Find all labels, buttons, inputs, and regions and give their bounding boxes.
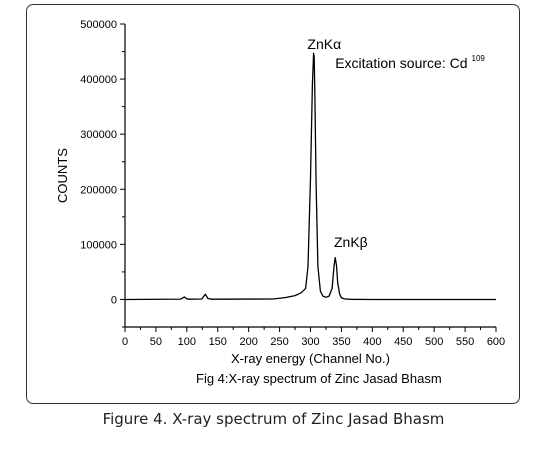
annotation-label: ZnKα xyxy=(307,36,341,52)
x-tick-label: 200 xyxy=(239,336,257,348)
x-tick-label: 400 xyxy=(363,336,381,348)
y-tick-label: 500000 xyxy=(80,19,117,31)
x-tick-label: 0 xyxy=(122,336,128,348)
figure-frame: 0 50 100 150 200 250 300 350 400 450 500 550 600 0 100… xyxy=(26,4,520,404)
spectrum-line xyxy=(124,52,496,301)
chart-subcaption: Fig 4:X-ray spectrum of Zinc Jasad Bhasm xyxy=(196,371,442,386)
y-tick-label: 0 xyxy=(111,294,117,306)
x-tick-label: 550 xyxy=(456,336,474,348)
x-tick-label: 100 xyxy=(178,336,196,348)
x-tick-label: 450 xyxy=(394,336,412,348)
y-tick-label: 300000 xyxy=(80,129,117,141)
y-axis-label: COUNTS xyxy=(55,148,70,203)
annotation-superscript: 109 xyxy=(472,54,486,63)
x-tick-label: 500 xyxy=(425,336,443,348)
x-tick-label: 150 xyxy=(209,336,227,348)
x-tick-label: 600 xyxy=(487,336,505,348)
annotation-label: Excitation source: Cd 109 xyxy=(335,54,485,71)
x-tick-label: 250 xyxy=(270,336,288,348)
x-tick-label: 300 xyxy=(301,336,319,348)
y-tick-label: 400000 xyxy=(80,74,117,86)
x-tick-label: 350 xyxy=(332,336,350,348)
y-tick-label: 200000 xyxy=(80,184,117,196)
x-tick-label: 50 xyxy=(150,336,162,348)
x-axis-label: X-ray energy (Channel No.) xyxy=(231,351,390,366)
figure-caption: Figure 4. X-ray spectrum of Zinc Jasad B… xyxy=(102,410,445,428)
spectrum-chart: 0 50 100 150 200 250 300 350 400 450 500 550 600 0 100… xyxy=(55,19,505,386)
y-tick-label: 100000 xyxy=(80,239,117,251)
annotation-label: ZnKβ xyxy=(334,234,368,250)
